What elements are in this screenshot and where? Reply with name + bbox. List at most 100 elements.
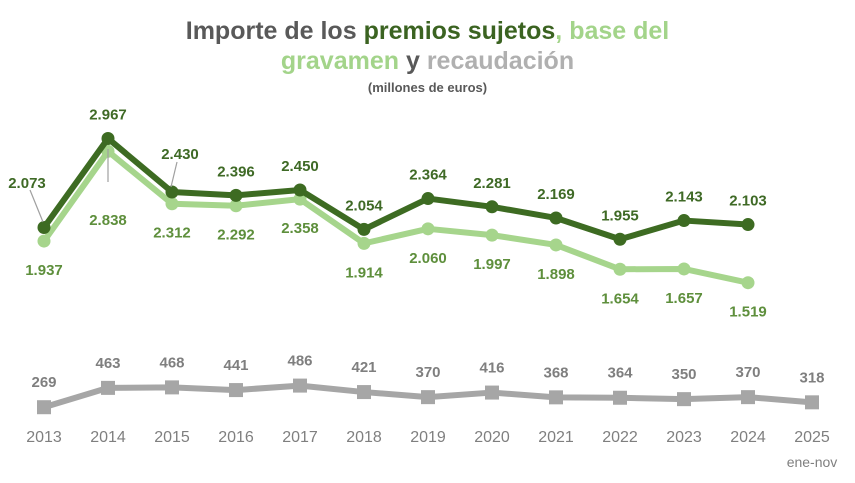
data-label-recaudacion: 370	[735, 364, 760, 381]
data-point	[37, 234, 51, 248]
data-point	[805, 395, 819, 410]
data-label-recaudacion: 468	[159, 354, 184, 371]
title-part: recaudación	[426, 47, 575, 75]
title-part: premios sujetos	[363, 17, 556, 45]
data-label-premios: 2.054	[345, 197, 383, 214]
x-tick-label: 2016	[218, 429, 254, 446]
data-label-base: 2.838	[89, 212, 127, 229]
data-label-premios: 2.103	[729, 193, 767, 210]
title-part: Importe de los	[185, 17, 364, 45]
data-label-recaudacion: 368	[543, 364, 568, 381]
data-point	[549, 238, 563, 252]
data-label-base: 2.358	[281, 220, 319, 237]
data-point	[421, 192, 435, 206]
data-label-base: 1.519	[729, 304, 767, 321]
data-point	[357, 222, 371, 236]
data-label-base: 1.914	[345, 264, 383, 281]
data-label-base: 2.292	[217, 227, 255, 244]
data-label-recaudacion: 486	[287, 353, 312, 370]
data-point	[101, 380, 115, 395]
chart-subtitle: (millones de euros)	[367, 80, 488, 95]
data-label-recaudacion: 318	[799, 369, 824, 386]
data-point	[101, 131, 115, 145]
data-label-recaudacion: 463	[95, 355, 120, 372]
series-line-0	[41, 135, 749, 243]
data-point	[741, 276, 755, 290]
data-point	[677, 262, 691, 276]
data-point	[613, 390, 627, 405]
chart-title-line-1: Importe de los premios sujetos, base del	[0, 16, 855, 46]
x-tick-label: 2022	[602, 429, 638, 446]
data-point	[293, 192, 307, 206]
x-tick-label: 2020	[474, 429, 510, 446]
x-tick-label: 2015	[154, 429, 190, 446]
data-point	[485, 228, 499, 242]
data-point	[421, 390, 435, 405]
data-label-premios: 2.143	[665, 189, 703, 206]
data-point	[357, 385, 371, 400]
x-tick-label: 2023	[666, 429, 702, 446]
data-point	[293, 378, 307, 393]
data-point	[549, 390, 563, 405]
data-point	[421, 222, 435, 236]
data-label-premios: 2.967	[89, 106, 127, 123]
title-part: , base del	[555, 17, 670, 45]
data-point	[165, 380, 179, 395]
data-point	[229, 383, 243, 398]
data-label-premios: 2.450	[281, 158, 319, 175]
data-label-base: 1.654	[601, 290, 639, 307]
x-tick-label: 2013	[26, 429, 62, 446]
data-point	[229, 188, 243, 202]
data-point	[613, 262, 627, 276]
data-point	[677, 214, 691, 228]
leader-line	[29, 189, 44, 223]
data-label-premios: 2.430	[161, 146, 199, 163]
data-label-premios: 2.396	[217, 163, 255, 180]
data-point	[293, 183, 307, 197]
data-label-base: 1.657	[665, 290, 703, 307]
data-point	[741, 218, 755, 232]
x-tick-note: ene-nov	[787, 454, 838, 470]
data-label-recaudacion: 416	[479, 360, 504, 377]
data-label-recaudacion: 364	[607, 365, 633, 382]
data-point	[549, 211, 563, 225]
leader-line	[170, 161, 178, 188]
data-label-base: 2.312	[153, 225, 191, 242]
data-label-recaudacion: 421	[351, 359, 376, 376]
data-label-premios: 1.955	[601, 207, 639, 224]
data-label-base: 1.937	[25, 262, 63, 279]
data-label-recaudacion: 269	[31, 374, 56, 391]
data-point	[357, 236, 371, 250]
data-label-premios: 2.169	[537, 186, 575, 203]
x-tick-label: 2017	[282, 429, 318, 446]
data-label-premios: 2.364	[409, 167, 447, 184]
data-point	[37, 221, 51, 235]
data-point	[485, 200, 499, 214]
x-tick-label: 2024	[730, 429, 766, 446]
series-line-1	[41, 148, 749, 286]
x-tick-label: 2018	[346, 429, 382, 446]
x-tick-label: 2014	[90, 429, 126, 446]
data-point	[613, 232, 627, 246]
data-point	[165, 185, 179, 199]
data-label-base: 1.997	[473, 256, 511, 273]
data-label-premios: 2.281	[473, 175, 511, 192]
data-point	[37, 400, 51, 415]
title-part: gravamen	[280, 47, 400, 75]
data-point	[165, 197, 179, 211]
data-label-recaudacion: 350	[671, 366, 696, 383]
data-label-recaudacion: 441	[223, 357, 248, 374]
chart-title-line-2: gravamen y recaudación	[0, 46, 855, 76]
x-tick-label: 2021	[538, 429, 574, 446]
data-point	[229, 199, 243, 213]
data-label-base: 1.898	[537, 266, 575, 283]
data-point	[741, 390, 755, 405]
data-point	[485, 385, 499, 400]
data-label-recaudacion: 370	[415, 364, 440, 381]
data-label-base: 2.060	[409, 250, 447, 267]
data-point	[677, 392, 691, 407]
data-label-premios: 2.073	[8, 175, 46, 192]
x-tick-label: 2025	[794, 429, 830, 446]
x-tick-label: 2019	[410, 429, 446, 446]
